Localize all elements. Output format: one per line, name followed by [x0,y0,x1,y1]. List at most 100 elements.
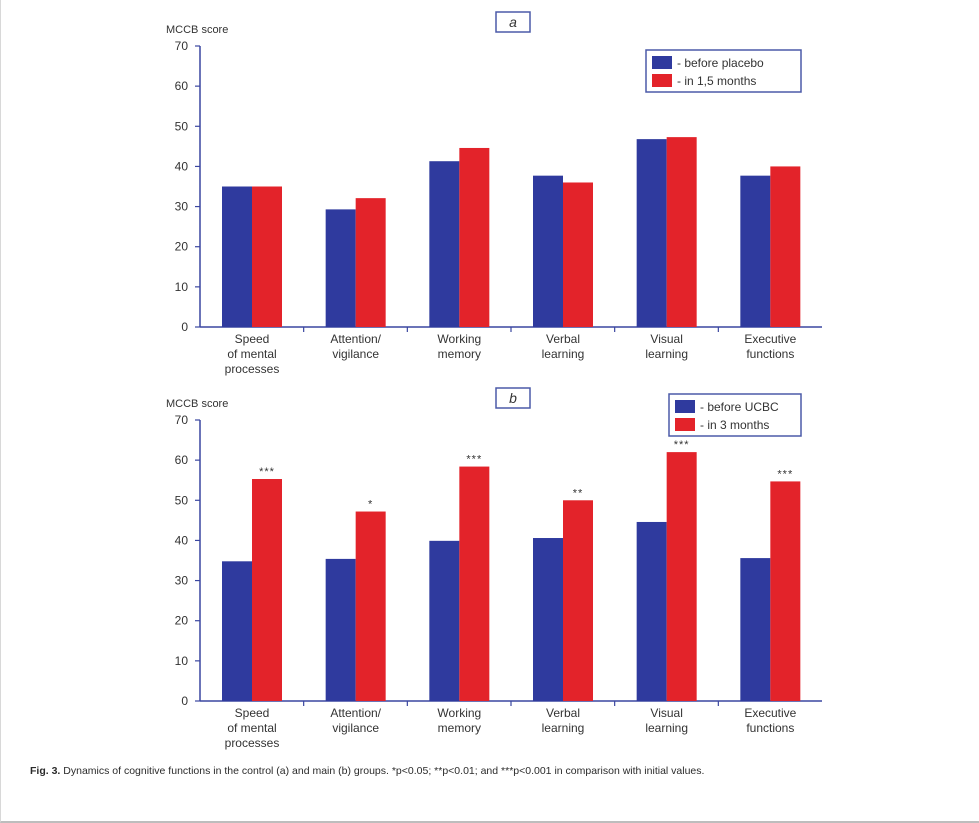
y-tick-label: 0 [181,320,188,334]
x-tick-label-line: Speed [235,706,270,720]
significance-label: ** [573,487,584,499]
x-tick-label: Executive functions [744,332,796,361]
y-tick-label: 30 [175,200,189,214]
bar-series2-cat6 [770,481,801,701]
x-tick-label-line: Attention/ [330,706,381,720]
x-tick-label-line: Working [437,706,481,720]
y-tick-label: 70 [175,39,189,53]
x-tick-label-line: learning [645,347,688,361]
x-tick-label-line: memory [438,347,481,361]
x-tick-label-line: processes [225,362,280,376]
x-tick-label-line: Verbal [546,332,580,346]
legend: - before UCBC - in 3 months [668,393,802,437]
x-tick-label-line: learning [542,721,585,735]
y-tick-label: 30 [175,574,189,588]
x-tick-label-line: Verbal [546,706,580,720]
x-tick-label-line: Visual [650,706,682,720]
bar-series2-cat3 [459,147,490,327]
x-tick-label-line: of mental [227,347,276,361]
bar-series2-cat1 [252,479,282,701]
legend: - before placebo - in 1,5 months [645,49,802,93]
x-tick-label-line: learning [542,347,585,361]
legend-label: - before UCBC [700,400,779,414]
y-tick-label: 40 [175,159,189,173]
bar-series2-cat4 [563,500,593,701]
x-tick-label: Working memory [437,332,481,361]
x-tick-label-line: Executive [744,332,796,346]
bar-series1-cat5 [636,139,667,327]
bar-series1-cat2 [325,209,356,327]
legend-swatch [675,400,695,413]
x-tick-label: Working memory [437,706,481,735]
legend-label: - in 1,5 months [677,74,756,88]
x-tick-label-line: Speed [235,332,270,346]
bar-series1-cat6 [740,558,771,701]
x-tick-label: Speed of mental processes [225,332,280,376]
bar-series1-cat5 [636,521,667,701]
x-tick-label-line: of mental [227,721,276,735]
x-tick-label-line: Working [437,332,481,346]
x-tick-label: Verbal learning [542,706,585,735]
y-tick-label: 10 [175,280,189,294]
bar-series1-cat4 [533,538,563,701]
x-tick-label-line: Attention/ [330,332,381,346]
y-tick-label: 50 [175,119,189,133]
bar-series2-cat5 [666,137,697,327]
bar-series1-cat3 [429,540,460,701]
panel-label-box [495,11,531,33]
y-tick-label: 20 [175,614,189,628]
bar-series2-cat2 [355,198,386,327]
bar-series1-cat6 [740,175,771,327]
bar-series1-cat2 [325,558,356,701]
y-tick-label: 40 [175,533,189,547]
caption-fig-label: Fig. 3. [30,765,61,777]
x-tick-label-line: Executive [744,706,796,720]
y-tick-label: 60 [175,453,189,467]
bar-series1-cat4 [533,175,563,327]
significance-label: * [368,499,373,511]
bar-series1-cat1 [222,186,252,327]
panel-label: a [509,14,517,30]
bar-series2-cat2 [355,511,386,701]
chart-panel-a: MCCB score a 0 10 20 30 40 50 60 70 Speed of mental… [166,11,822,376]
x-tick-label: Visual learning [645,332,688,361]
panel-label-box [495,387,531,409]
legend-label: - in 3 months [700,418,769,432]
x-tick-label-line: learning [645,721,688,735]
significance-label: *** [777,468,793,480]
x-tick-label-line: Visual [650,332,682,346]
bar-series2-cat3 [459,466,490,701]
y-tick-label: 10 [175,654,189,668]
x-tick-label: Speed of mental processes [225,706,280,750]
bar-series2-cat5 [666,452,697,701]
y-tick-label: 60 [175,79,189,93]
x-tick-label-line: vigilance [332,347,379,361]
x-tick-label-line: vigilance [332,721,379,735]
caption-text: Dynamics of cognitive functions in the c… [63,765,705,777]
y-tick-label: 20 [175,240,189,254]
x-tick-label: Verbal learning [542,332,585,361]
y-axis-title: MCCB score [166,398,228,410]
x-tick-label: Visual learning [645,706,688,735]
bar-series1-cat3 [429,161,460,327]
legend-swatch [675,418,695,431]
significance-label: *** [259,466,275,478]
y-tick-label: 50 [175,493,189,507]
legend-swatch [652,56,672,69]
panel-label: b [509,390,517,406]
y-tick-label: 0 [181,694,188,708]
x-tick-label-line: memory [438,721,481,735]
bar-series2-cat4 [563,182,593,327]
x-tick-label: Attention/vigilance [330,332,381,361]
y-axis-title: MCCB score [166,24,228,36]
significance-label: *** [466,454,482,466]
x-tick-label: Executive functions [744,706,796,735]
x-tick-label-line: functions [746,721,794,735]
figure-caption: Fig. 3. Dynamics of cognitive functions … [30,764,960,778]
x-tick-label: Attention/vigilance [330,706,381,735]
significance-label: *** [674,439,690,451]
bar-series1-cat1 [222,561,252,701]
